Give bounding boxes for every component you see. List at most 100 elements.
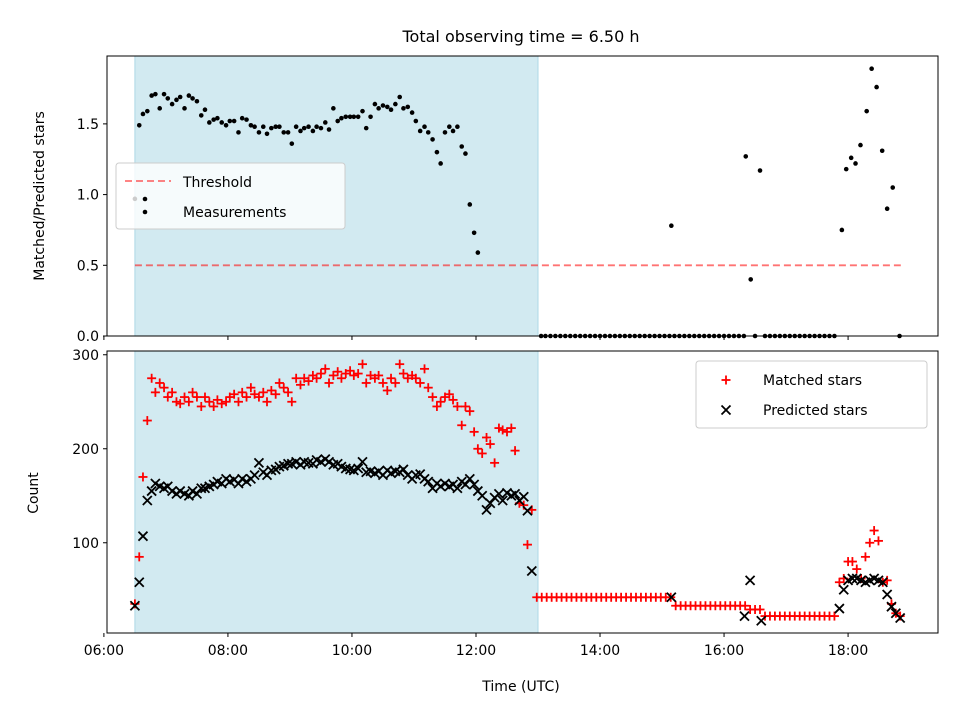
- measurement-point: [231, 118, 237, 124]
- measurement-point: [186, 93, 192, 98]
- matched-point: [860, 552, 870, 562]
- predicted-point: [481, 504, 492, 515]
- predicted-point: [253, 457, 265, 468]
- top-legend-box: [115, 162, 346, 230]
- matched-point: [432, 401, 442, 411]
- bottom-y-tick-label: 200: [72, 442, 99, 458]
- matched-point: [506, 423, 516, 433]
- matched-point: [395, 359, 405, 369]
- predicted-point-b: [187, 485, 198, 497]
- matched-point: [217, 399, 227, 409]
- matched-point: [237, 387, 247, 397]
- measurement-point: [430, 137, 435, 142]
- bottom-y-tick-label: 300: [72, 348, 99, 364]
- measurement-point: [157, 106, 163, 111]
- matched-point: [336, 373, 346, 383]
- measurement-point: [475, 250, 481, 255]
- top-legend: Threshold Measurements: [115, 162, 346, 230]
- measurement-point: [669, 223, 674, 228]
- predicted-point-b: [509, 488, 521, 500]
- matched-point: [382, 385, 392, 395]
- matched-point: [287, 397, 297, 407]
- measurement-point: [360, 108, 365, 114]
- matched-point: [465, 406, 475, 416]
- predicted-point-b: [877, 577, 888, 588]
- matched-point: [378, 378, 388, 388]
- legend-matched-marker: [721, 375, 731, 385]
- measurement-point: [748, 277, 754, 282]
- legend-matched-label: Matched stars: [763, 373, 862, 389]
- measurements-series: [132, 66, 902, 339]
- legend-predicted-marker: [720, 404, 732, 416]
- measurement-point: [277, 124, 282, 130]
- measurement-point: [202, 107, 208, 113]
- measurement-point: [260, 124, 266, 130]
- matched-point: [457, 420, 467, 430]
- predicted-point-b: [666, 592, 677, 603]
- measurement-point: [422, 124, 427, 130]
- legend-measurements-label: Measurements: [183, 205, 286, 221]
- measurement-point: [322, 120, 328, 125]
- predicted-point-b: [134, 577, 145, 588]
- predicted-point-b: [344, 464, 356, 475]
- predicted-point: [282, 458, 294, 469]
- measurement-point: [256, 130, 262, 135]
- measurement-point: [884, 206, 890, 212]
- measurement-point: [298, 128, 303, 134]
- measurement-point: [285, 130, 291, 135]
- matched-point: [452, 401, 462, 411]
- measurement-point: [289, 141, 295, 146]
- predicted-point-b: [895, 612, 906, 624]
- predicted-point: [895, 612, 906, 624]
- measurement-point: [215, 115, 220, 121]
- predicted-point: [452, 483, 463, 494]
- measurement-point: [326, 127, 332, 132]
- predicted-point: [493, 488, 505, 500]
- predicted-point-b: [485, 498, 496, 509]
- legend-measurements-dot: [142, 209, 148, 215]
- measurement-point: [161, 91, 167, 97]
- measurement-point: [140, 111, 146, 117]
- measurement-point: [459, 144, 465, 149]
- matched-point: [740, 601, 750, 611]
- measurement-point: [182, 106, 187, 111]
- measurement-point: [450, 128, 456, 134]
- predicted-point: [353, 463, 364, 474]
- predicted-point: [882, 589, 893, 600]
- measurement-point: [743, 154, 749, 159]
- predicted-point: [398, 464, 409, 475]
- matched-point: [192, 392, 202, 402]
- matched-point: [358, 359, 368, 369]
- predicted-point-b: [739, 610, 750, 622]
- matched-point: [196, 401, 206, 411]
- measurement-point: [393, 101, 398, 107]
- predicted-point-b: [493, 488, 505, 500]
- predicted-point-b: [340, 463, 351, 474]
- top-y-tick-label: 0.0: [77, 329, 99, 345]
- bottom-ticks: 06:00 08:00 10:00 12:00 14:00 16:00 18:00 100 20…: [72, 348, 868, 659]
- measurement-point: [153, 91, 158, 97]
- predicted-point-b: [212, 476, 223, 487]
- matched-point: [333, 367, 343, 377]
- predicted-point: [477, 490, 488, 501]
- measurement-point: [376, 106, 381, 111]
- bottom-x-tick-label: 14:00: [580, 643, 620, 659]
- measurement-point: [874, 84, 879, 90]
- measurement-point: [858, 142, 863, 148]
- predicted-point-b: [365, 466, 376, 477]
- matched-point: [316, 369, 326, 379]
- measurement-point: [434, 149, 440, 155]
- matched-point: [498, 425, 508, 435]
- predicted-point-b: [890, 608, 901, 619]
- bottom-axes-frame: [106, 350, 939, 634]
- predicted-point-b: [311, 454, 322, 466]
- matched-point: [473, 444, 483, 454]
- predicted-point-b: [472, 485, 483, 497]
- matched-point: [361, 378, 371, 388]
- matched-point: [221, 397, 231, 407]
- matched-point: [829, 611, 839, 621]
- predicted-point-b: [162, 481, 173, 492]
- predicted-point-b: [855, 575, 867, 586]
- matched-point: [242, 392, 252, 402]
